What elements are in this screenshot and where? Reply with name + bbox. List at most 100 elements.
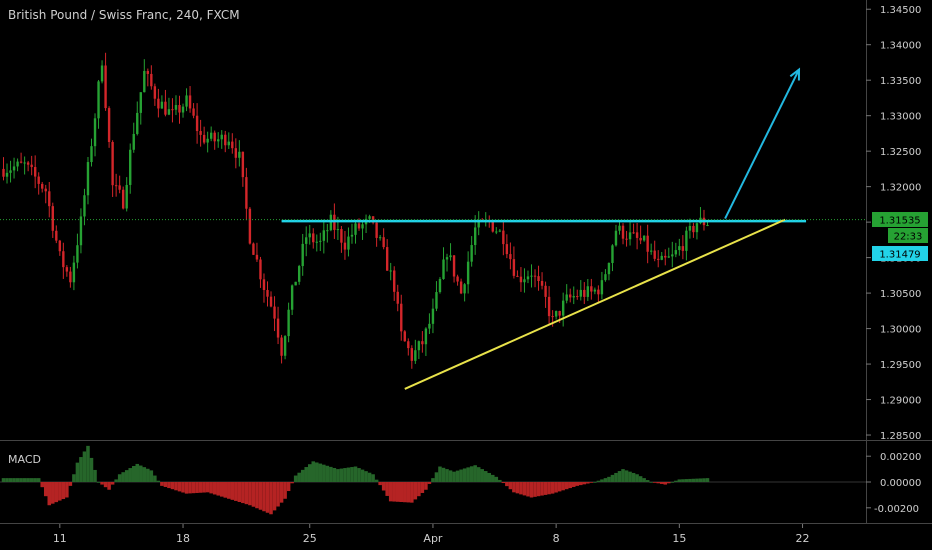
- candle-body: [2, 168, 5, 177]
- candle-body: [322, 230, 326, 241]
- candle-body: [554, 311, 558, 317]
- macd-bar: [160, 482, 164, 486]
- candle-body: [290, 285, 294, 310]
- macd-bar: [526, 482, 530, 497]
- price-tick-label: 1.33000: [880, 112, 921, 123]
- time-tick-label: 8: [553, 532, 560, 545]
- time-tick-label: 11: [53, 532, 67, 545]
- current-price-text: 1.31535: [879, 216, 920, 227]
- candle-body: [664, 255, 667, 258]
- candle-body: [628, 232, 632, 240]
- candle-body: [111, 141, 114, 186]
- candle-body: [259, 259, 262, 280]
- candle-body: [505, 244, 509, 255]
- macd-bar: [40, 482, 44, 488]
- price-tick-label: 1.34000: [880, 41, 921, 52]
- candle-body: [459, 281, 463, 294]
- macd-bar: [51, 482, 55, 504]
- macd-bar: [698, 478, 703, 482]
- price-tick-label: 1.32500: [880, 147, 921, 158]
- macd-bar: [399, 482, 404, 502]
- candle-body: [248, 208, 252, 244]
- macd-bar: [202, 482, 206, 493]
- macd-bar: [139, 465, 143, 482]
- candle-body: [407, 341, 410, 349]
- macd-bar: [329, 466, 333, 482]
- candle-body: [188, 95, 192, 109]
- candle-body: [30, 164, 33, 168]
- candle-body: [685, 230, 688, 251]
- macd-bar: [181, 482, 185, 493]
- candle-body: [639, 237, 642, 241]
- candle-body: [76, 245, 79, 263]
- candle-body: [220, 134, 223, 140]
- macd-bar: [89, 457, 94, 482]
- candle-body: [273, 306, 276, 319]
- candle-body: [396, 291, 399, 304]
- macd-bar: [635, 474, 639, 482]
- candle-body: [632, 232, 635, 234]
- macd-tick-label: -0.00200: [874, 504, 919, 515]
- macd-bar: [177, 482, 182, 492]
- candle-body: [329, 214, 333, 231]
- macd-bar: [265, 482, 270, 513]
- candle-body: [129, 149, 132, 185]
- candle-body: [58, 240, 62, 252]
- macd-bar: [86, 445, 90, 482]
- candle-body: [326, 230, 329, 232]
- candle-body: [224, 134, 227, 146]
- candle-body: [209, 132, 213, 139]
- macd-bar: [124, 470, 129, 482]
- macd-bar: [589, 482, 594, 483]
- candle-body: [547, 296, 551, 317]
- candle-body: [48, 191, 51, 207]
- candle-body: [695, 223, 699, 233]
- candle-body: [403, 331, 406, 342]
- macd-label: MACD: [8, 453, 41, 466]
- macd-bar: [533, 482, 537, 497]
- macd-bar: [184, 482, 189, 494]
- candle-body: [79, 216, 83, 246]
- macd-bar: [621, 469, 625, 482]
- macd-bar: [642, 478, 646, 482]
- candle-body: [400, 303, 403, 332]
- macd-bar: [315, 462, 319, 482]
- macd-bar: [79, 457, 83, 482]
- macd-bar: [272, 482, 277, 511]
- candle-body: [431, 308, 435, 324]
- macd-bar: [638, 476, 643, 482]
- macd-bar: [631, 472, 636, 482]
- candle-body: [252, 243, 255, 255]
- candle-body: [336, 229, 340, 231]
- candle-body: [262, 279, 266, 291]
- macd-bar: [420, 482, 425, 493]
- macd-bar: [325, 465, 330, 482]
- candle-body: [234, 148, 238, 158]
- macd-bar: [357, 468, 361, 482]
- macd-bar: [276, 482, 280, 507]
- candle-body: [576, 296, 579, 298]
- macd-bar: [557, 482, 562, 492]
- candle-body: [37, 176, 40, 184]
- macd-bar: [121, 472, 125, 482]
- candle-body: [371, 216, 375, 223]
- candle-body: [305, 237, 308, 244]
- macd-bar: [652, 482, 657, 483]
- candle-body: [646, 235, 649, 252]
- macd-bar: [607, 476, 611, 482]
- candle-body: [526, 276, 530, 280]
- macd-bar: [388, 482, 393, 502]
- macd-bar: [117, 474, 122, 482]
- macd-bar: [459, 469, 463, 482]
- candle-body: [470, 245, 473, 262]
- price-tick-label: 1.29500: [880, 360, 921, 371]
- macd-bar: [367, 472, 372, 482]
- macd-bar: [153, 475, 157, 482]
- candle-body: [266, 290, 269, 297]
- candle-body: [445, 257, 449, 260]
- macd-bar: [438, 466, 442, 482]
- candle-body: [653, 250, 656, 259]
- candle-body: [414, 350, 417, 361]
- candle-body: [357, 223, 361, 229]
